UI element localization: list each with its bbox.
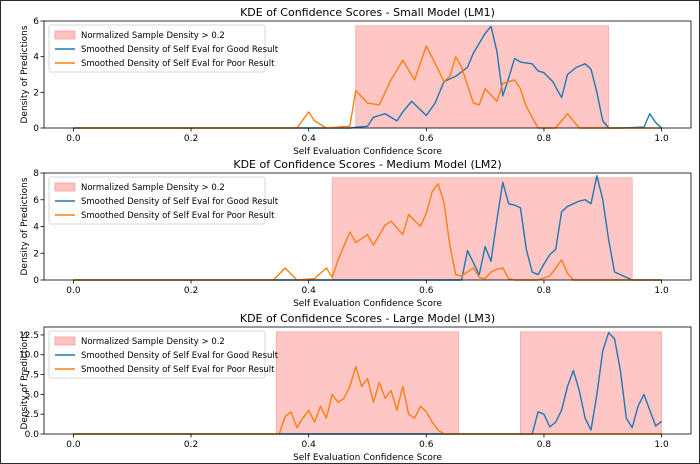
x-tick-label: 0.2 <box>184 286 198 296</box>
x-tick-label: 0.6 <box>419 440 434 450</box>
x-tick-label: 0.6 <box>419 286 434 296</box>
legend-box <box>48 24 266 73</box>
chart-panel-2: 0.0 0.2 0.4 0.6 0.8 1.0 0 2 4 6 8 KDE of Confidence… <box>20 158 692 309</box>
x-tick-label: 0.6 <box>419 134 434 144</box>
x-tick-label: 0.2 <box>184 440 198 450</box>
legend-label: Smoothed Density of Self Eval for Good R… <box>81 45 279 55</box>
x-tick-label: 0.0 <box>66 286 81 296</box>
poor-result-line <box>73 45 662 129</box>
y-tick-label: 2.5 <box>25 410 39 420</box>
y-axis-label: Density of Predictions <box>20 25 30 123</box>
chart-panel-3: 0.0 0.2 0.4 0.6 0.8 1.0 0.0 2.5 5.0 7.5 10.0 12.5 KD… <box>19 312 692 463</box>
x-tick-label: 0.4 <box>302 286 317 296</box>
x-tick-label: 0.8 <box>537 286 552 296</box>
y-tick-label: 0 <box>33 124 39 134</box>
x-tick-label: 0.8 <box>537 134 552 144</box>
y-tick-label: 7.5 <box>25 371 39 381</box>
good-result-line <box>73 25 663 129</box>
chart-panel-1: 0.0 0.2 0.4 0.6 0.8 1.0 0 2 4 6 KDE of Confidence … <box>20 6 692 157</box>
x-tick-label: 0.8 <box>537 440 552 450</box>
plot-frame <box>43 326 692 435</box>
legend-label: Normalized Sample Density > 0.2 <box>81 337 225 347</box>
legend-swatch-region <box>54 30 76 40</box>
x-tick-label: 0.0 <box>66 440 81 450</box>
y-axis-label: Density of Predictions <box>20 177 30 275</box>
chart-title: KDE of Confidence Scores - Small Model (… <box>240 6 495 19</box>
plot-frame <box>43 20 692 129</box>
chart-title: KDE of Confidence Scores - Medium Model … <box>233 158 501 171</box>
legend: Normalized Sample Density > 0.2 Smoothed … <box>48 176 279 225</box>
y-tick-label: 8 <box>33 169 39 179</box>
legend-label: Smoothed Density of Self Eval for Poor R… <box>81 365 275 375</box>
y-tick-label: 4 <box>33 53 39 63</box>
good-result-line <box>73 174 662 281</box>
density-region-1 <box>275 331 460 435</box>
y-tick-label: 6 <box>33 196 39 206</box>
chart-title: KDE of Confidence Scores - Large Model (… <box>240 312 495 325</box>
legend-box <box>48 330 266 379</box>
y-tick-label: 0.0 <box>25 430 40 440</box>
legend-label: Smoothed Density of Self Eval for Good R… <box>81 197 279 207</box>
legend-label: Smoothed Density of Self Eval for Poor R… <box>81 59 275 69</box>
y-tick-label: 5.0 <box>25 390 40 400</box>
x-axis-label: Self Evaluation Confidence Score <box>293 147 442 157</box>
good-result-line <box>73 331 663 435</box>
x-axis-label: Self Evaluation Confidence Score <box>293 299 442 309</box>
legend-swatch-region <box>54 336 76 346</box>
legend-label: Smoothed Density of Self Eval for Poor R… <box>81 211 275 221</box>
density-region-1 <box>331 177 633 281</box>
x-tick-label: 0.0 <box>66 134 81 144</box>
x-tick-label: 0.4 <box>302 134 317 144</box>
x-tick-label: 0.4 <box>302 440 317 450</box>
y-tick-label: 10.0 <box>19 351 39 361</box>
legend-swatch-region <box>54 182 76 192</box>
density-region-2 <box>520 331 662 435</box>
density-region-1 <box>355 25 610 129</box>
legend: Normalized Sample Density > 0.2 Smoothed … <box>48 24 279 73</box>
legend-label: Normalized Sample Density > 0.2 <box>81 183 225 193</box>
x-tick-label: 1.0 <box>654 286 669 296</box>
y-tick-label: 6 <box>33 17 39 27</box>
legend-label: Smoothed Density of Self Eval for Good R… <box>81 351 279 361</box>
poor-result-line <box>73 365 662 435</box>
y-tick-label: 4 <box>33 223 39 233</box>
legend: Normalized Sample Density > 0.2 Smoothed … <box>48 330 279 379</box>
x-axis-label: Self Evaluation Confidence Score <box>293 453 442 463</box>
y-tick-label: 2 <box>33 88 39 98</box>
legend-label: Normalized Sample Density > 0.2 <box>81 31 225 41</box>
legend-box <box>48 176 266 225</box>
y-tick-label: 0 <box>33 276 39 286</box>
y-tick-label: 2 <box>33 249 39 259</box>
x-tick-label: 0.2 <box>184 134 198 144</box>
x-tick-label: 1.0 <box>654 440 669 450</box>
y-tick-label: 12.5 <box>19 331 39 341</box>
x-tick-label: 1.0 <box>654 134 669 144</box>
y-axis-label: Density of Predictions <box>20 331 30 429</box>
